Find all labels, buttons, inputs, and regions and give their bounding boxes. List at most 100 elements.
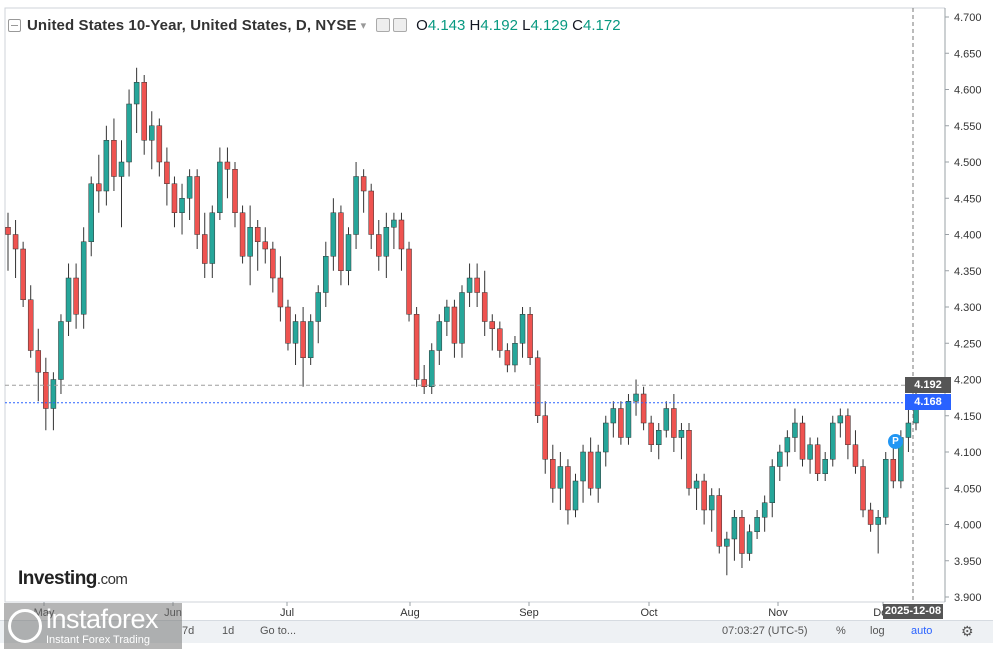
- x-tick-label: Jul: [280, 607, 294, 619]
- candle-body: [300, 321, 306, 358]
- candle-body: [534, 357, 541, 416]
- candle-body: [739, 517, 745, 554]
- candle-body: [580, 451, 586, 482]
- candle-body: [822, 459, 828, 474]
- candle-body: [65, 277, 72, 322]
- candle-body: [633, 393, 639, 402]
- candle-body: [391, 219, 397, 228]
- y-tick-label: 4.400: [954, 230, 982, 242]
- high-price-tag: 4.192: [905, 377, 951, 393]
- chevron-down-icon[interactable]: ▾: [360, 19, 367, 32]
- candle-body: [27, 299, 34, 351]
- x-tick-label: Nov: [768, 607, 788, 619]
- candle-body: [270, 248, 276, 279]
- candle-body: [481, 292, 488, 322]
- y-tick-label: 4.450: [954, 193, 982, 205]
- candle-body: [323, 256, 329, 293]
- candle-body: [436, 321, 443, 351]
- candle-body: [557, 466, 564, 489]
- candle-body: [50, 379, 57, 409]
- candle-body: [678, 430, 685, 438]
- chart-header: United States 10-Year, United States, D,…: [8, 14, 621, 36]
- candle-body: [837, 415, 844, 424]
- candle-body: [383, 227, 390, 257]
- candle-body: [330, 212, 337, 257]
- collapse-icon[interactable]: [8, 18, 21, 32]
- goto-button[interactable]: Go to...: [260, 625, 297, 637]
- range-1d-button[interactable]: 1d: [222, 625, 235, 637]
- candle-body: [444, 306, 450, 322]
- y-tick-label: 4.550: [954, 121, 982, 133]
- candle-body: [406, 248, 412, 315]
- candle-body: [618, 408, 624, 438]
- candle-body: [277, 277, 284, 308]
- candle-body: [761, 502, 768, 518]
- gear-icon[interactable]: ⚙: [961, 623, 974, 639]
- candle-body: [724, 538, 730, 547]
- last-price-tag: 4.168: [905, 394, 951, 410]
- candle-body: [655, 430, 662, 445]
- range-7d-button[interactable]: 7d: [182, 625, 195, 637]
- candle-body: [194, 176, 200, 235]
- candle-body: [686, 430, 692, 489]
- candle-body: [527, 314, 533, 358]
- candle-body: [292, 321, 299, 344]
- candle-body: [882, 459, 889, 518]
- eye-icon[interactable]: [376, 18, 391, 32]
- candle-body: [542, 415, 548, 460]
- candle-body: [186, 176, 193, 199]
- open-value: 4.143: [427, 16, 466, 34]
- candle-body: [171, 183, 178, 213]
- y-tick-label: 4.350: [954, 266, 982, 278]
- candle-body: [852, 444, 859, 467]
- candle-body: [232, 169, 238, 213]
- candle-body: [217, 161, 223, 213]
- candle-body: [610, 408, 617, 424]
- log-toggle[interactable]: log: [870, 625, 885, 637]
- candle-body: [769, 466, 775, 503]
- y-tick-label: 3.900: [954, 592, 982, 604]
- candle-body: [360, 176, 367, 192]
- candle-body: [890, 459, 897, 482]
- candle-body: [497, 328, 503, 351]
- candle-body: [141, 82, 147, 141]
- y-tick-label: 4.100: [954, 447, 982, 459]
- symbol-title[interactable]: United States 10-Year, United States, D,…: [27, 16, 357, 34]
- candle-body: [209, 212, 216, 264]
- candle-body: [149, 125, 155, 141]
- candle-body: [224, 161, 231, 170]
- candle-body: [428, 350, 435, 387]
- candle-body: [12, 234, 19, 250]
- candle-body: [784, 437, 791, 453]
- auto-toggle[interactable]: auto: [911, 625, 933, 637]
- candle-body: [376, 234, 382, 257]
- candle-body: [867, 509, 874, 525]
- low-label: L: [522, 16, 531, 34]
- candle-body: [489, 321, 496, 329]
- y-tick-label: 4.050: [954, 483, 982, 495]
- instaforex-wordmark: instaforex: [46, 604, 159, 634]
- x-tick-label: Aug: [400, 607, 420, 619]
- candle-body: [58, 321, 64, 380]
- percent-toggle[interactable]: %: [836, 625, 846, 637]
- candle-body: [830, 422, 836, 460]
- candle-body: [413, 314, 420, 380]
- settings-icon[interactable]: [393, 18, 408, 32]
- candle-body: [807, 444, 813, 460]
- candle-body: [701, 480, 707, 511]
- open-label: O: [416, 16, 428, 34]
- candle-body: [247, 227, 253, 257]
- candle-body: [126, 103, 132, 163]
- candle-body: [338, 212, 344, 271]
- close-value: 4.172: [583, 16, 621, 34]
- candle-body: [345, 234, 352, 271]
- candle-body: [814, 444, 821, 474]
- candle-body: [285, 306, 291, 344]
- candle-body: [459, 292, 465, 344]
- earnings-badge[interactable]: P: [888, 434, 903, 449]
- candle-body: [118, 161, 125, 177]
- candle-body: [262, 241, 269, 250]
- candle-body: [595, 451, 601, 489]
